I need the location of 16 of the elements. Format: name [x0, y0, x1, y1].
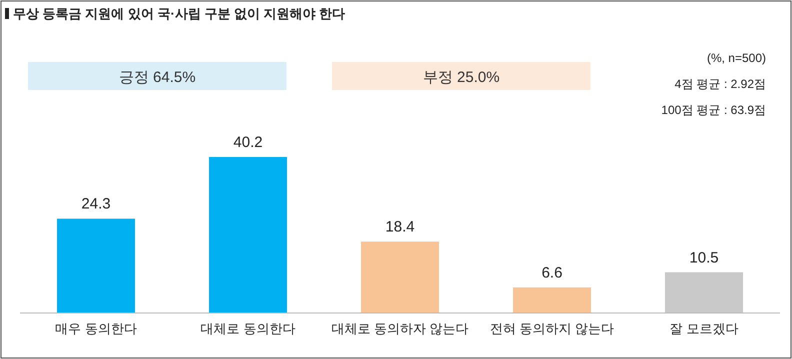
data-label: 40.2: [233, 134, 263, 151]
x-tick-label: 잘 모르겠다: [670, 321, 738, 336]
data-label: 18.4: [385, 218, 415, 236]
text: (%, n=500): [706, 51, 766, 65]
data-label: 10.5: [689, 249, 719, 266]
x-tick-label: 전혀 동의하지 않는다: [490, 321, 614, 336]
text: 긍정 64.5%: [118, 69, 196, 86]
chart-title: 무상 등록금 지원에 있어 국·사립 구분 없이 지원해야 한다: [13, 6, 346, 21]
x-tick-label: 대체로 동의한다: [200, 321, 296, 336]
data-label: 24.3: [81, 196, 111, 213]
data-label: 6.6: [542, 264, 562, 282]
x-tick-label: 매우 동의한다: [55, 321, 137, 336]
text: 부정 25.0%: [422, 69, 500, 86]
x-tick-label: 대체로 동의하자 않는다: [331, 321, 469, 336]
text: 100점 평균 : 63.9점: [661, 103, 766, 117]
text: 4점 평균 : 2.92점: [674, 77, 766, 91]
